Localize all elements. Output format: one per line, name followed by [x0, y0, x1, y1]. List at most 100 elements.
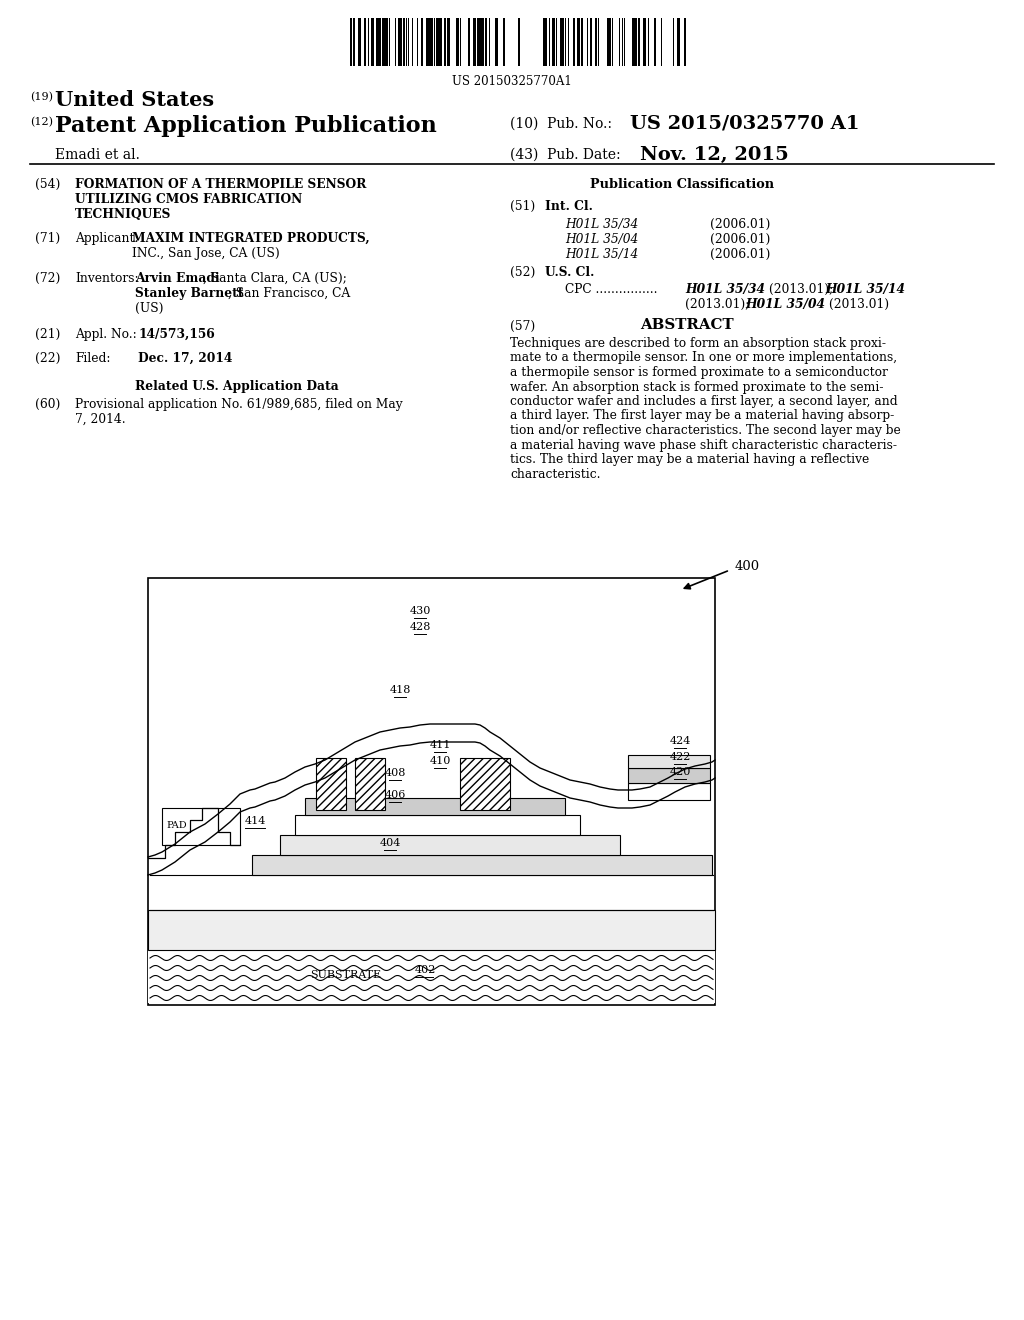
Bar: [162, 808, 240, 845]
Text: a thermopile sensor is formed proximate to a semiconductor: a thermopile sensor is formed proximate …: [510, 366, 888, 379]
Bar: [479, 18, 482, 66]
Text: (2013.01): (2013.01): [825, 298, 889, 312]
Bar: [385, 18, 387, 66]
Text: tics. The third layer may be a material having a reflective: tics. The third layer may be a material …: [510, 453, 869, 466]
Text: (2006.01): (2006.01): [710, 218, 770, 231]
Text: Filed:: Filed:: [75, 352, 111, 366]
Text: 406: 406: [384, 789, 406, 800]
Text: (54): (54): [35, 178, 60, 191]
Text: 408: 408: [384, 768, 406, 777]
Text: (60): (60): [35, 399, 60, 411]
Bar: [638, 18, 640, 66]
Bar: [544, 18, 547, 66]
Text: H01L 35/14: H01L 35/14: [565, 248, 638, 261]
Bar: [632, 18, 634, 66]
Text: UTILIZING CMOS FABRICATION: UTILIZING CMOS FABRICATION: [75, 193, 302, 206]
Text: 400: 400: [735, 560, 760, 573]
Text: Stanley Barnett: Stanley Barnett: [135, 286, 244, 300]
Text: a third layer. The first layer may be a material having absorp-: a third layer. The first layer may be a …: [510, 409, 894, 422]
Text: MAXIM INTEGRATED PRODUCTS,: MAXIM INTEGRATED PRODUCTS,: [132, 232, 370, 246]
Text: 424: 424: [670, 737, 690, 746]
Bar: [350, 18, 352, 66]
Text: FORMATION OF A THERMOPILE SENSOR: FORMATION OF A THERMOPILE SENSOR: [75, 178, 367, 191]
Text: Applicant:: Applicant:: [75, 232, 138, 246]
Bar: [518, 18, 520, 66]
Bar: [595, 18, 597, 66]
Text: characteristic.: characteristic.: [510, 467, 600, 480]
Text: Emadi et al.: Emadi et al.: [55, 148, 140, 162]
Bar: [437, 18, 439, 66]
Text: 14/573,156: 14/573,156: [138, 327, 215, 341]
Bar: [628, 768, 710, 783]
Bar: [377, 18, 379, 66]
Bar: [590, 18, 592, 66]
Bar: [468, 18, 470, 66]
Text: 418: 418: [389, 685, 411, 696]
Bar: [473, 18, 476, 66]
Text: (21): (21): [35, 327, 60, 341]
Text: 422: 422: [670, 752, 690, 762]
Bar: [252, 855, 712, 875]
Bar: [400, 18, 402, 66]
Text: (19): (19): [30, 92, 53, 103]
Bar: [561, 18, 563, 66]
Bar: [482, 18, 484, 66]
Text: (2013.01);: (2013.01);: [685, 298, 754, 312]
Bar: [364, 18, 366, 66]
Text: 404: 404: [379, 838, 400, 847]
Text: PAD: PAD: [166, 821, 186, 830]
Text: (10)  Pub. No.:: (10) Pub. No.:: [510, 117, 621, 131]
Text: TECHNIQUES: TECHNIQUES: [75, 209, 171, 220]
Text: wafer. An absorption stack is formed proximate to the semi-: wafer. An absorption stack is formed pro…: [510, 380, 884, 393]
Bar: [495, 18, 498, 66]
Text: Dec. 17, 2014: Dec. 17, 2014: [138, 352, 232, 366]
Text: conductor wafer and includes a first layer, a second layer, and: conductor wafer and includes a first lay…: [510, 395, 898, 408]
Bar: [148, 578, 715, 1005]
Text: SUBSTRATE: SUBSTRATE: [310, 970, 381, 979]
Text: US 20150325770A1: US 20150325770A1: [453, 75, 571, 88]
Bar: [316, 758, 346, 810]
Text: H01L 35/14: H01L 35/14: [825, 282, 905, 296]
Bar: [382, 18, 385, 66]
Bar: [477, 18, 479, 66]
Text: (2006.01): (2006.01): [710, 234, 770, 246]
Text: 411: 411: [429, 741, 451, 750]
Text: Related U.S. Application Data: Related U.S. Application Data: [135, 380, 339, 393]
Bar: [355, 758, 385, 810]
Text: Inventors:: Inventors:: [75, 272, 138, 285]
Bar: [295, 814, 580, 836]
Text: 428: 428: [410, 622, 431, 632]
Text: 7, 2014.: 7, 2014.: [75, 413, 126, 426]
Bar: [430, 18, 432, 66]
Bar: [578, 18, 580, 66]
Bar: [439, 18, 442, 66]
Bar: [148, 909, 715, 950]
Text: U.S. Cl.: U.S. Cl.: [545, 267, 594, 279]
Text: tion and/or reflective characteristics. The second layer may be: tion and/or reflective characteristics. …: [510, 424, 901, 437]
Text: (2013.01);: (2013.01);: [765, 282, 838, 296]
Text: , Santa Clara, CA (US);: , Santa Clara, CA (US);: [203, 272, 347, 285]
Text: United States: United States: [55, 90, 214, 110]
Bar: [628, 783, 710, 800]
Text: (57): (57): [510, 319, 536, 333]
Bar: [447, 18, 450, 66]
Text: Appl. No.:: Appl. No.:: [75, 327, 140, 341]
Bar: [628, 755, 710, 768]
Bar: [148, 950, 715, 1003]
Bar: [444, 18, 446, 66]
Text: (72): (72): [35, 272, 60, 285]
Text: , San Francisco, CA: , San Francisco, CA: [228, 286, 350, 300]
Text: (71): (71): [35, 232, 60, 246]
Bar: [280, 836, 620, 855]
Text: 420: 420: [670, 767, 690, 777]
Text: (12): (12): [30, 117, 53, 127]
Text: mate to a thermopile sensor. In one or more implementations,: mate to a thermopile sensor. In one or m…: [510, 351, 897, 364]
Text: US 2015/0325770 A1: US 2015/0325770 A1: [630, 115, 859, 133]
Text: ABSTRACT: ABSTRACT: [640, 318, 733, 333]
Bar: [485, 18, 487, 66]
Bar: [644, 18, 646, 66]
Text: (52): (52): [510, 267, 536, 279]
Bar: [305, 799, 565, 814]
Bar: [398, 18, 400, 66]
Text: (43)  Pub. Date:: (43) Pub. Date:: [510, 148, 621, 162]
